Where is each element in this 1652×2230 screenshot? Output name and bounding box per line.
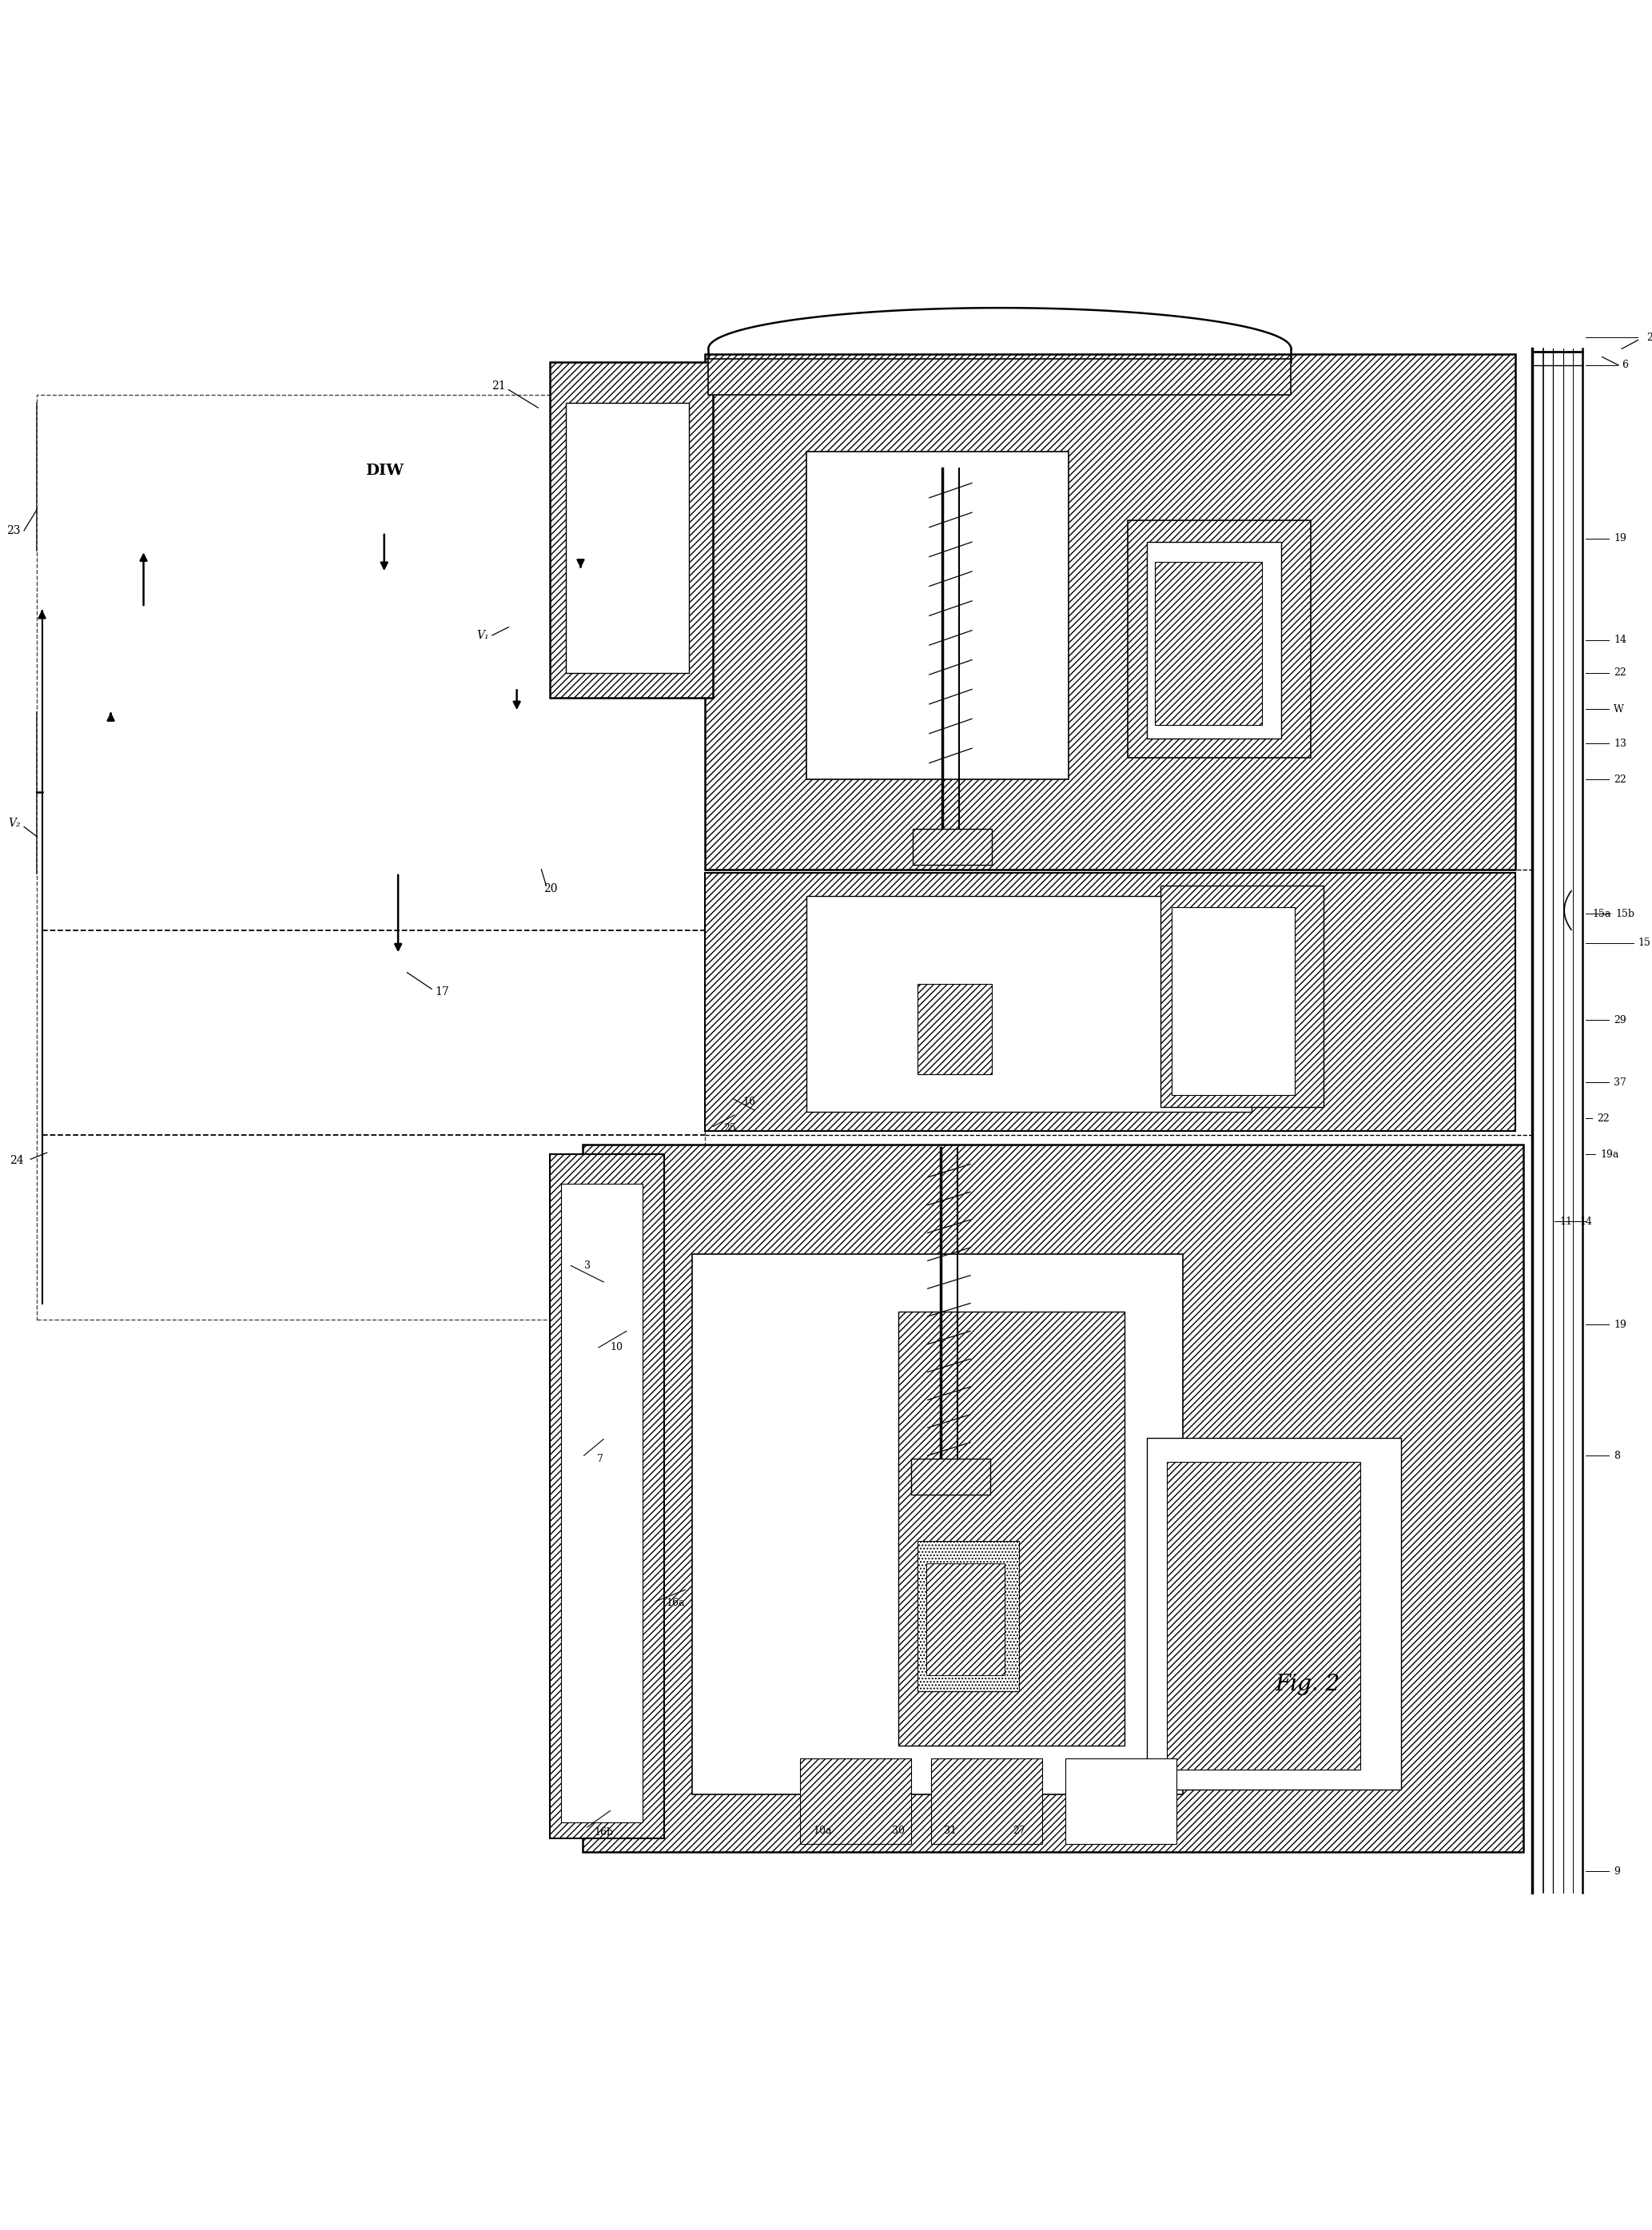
Bar bbox=[509, 410, 653, 533]
Text: 31: 31 bbox=[945, 1826, 957, 1835]
Bar bbox=[1127, 520, 1310, 758]
Text: 3: 3 bbox=[585, 1260, 590, 1271]
Bar bbox=[800, 1759, 912, 1844]
Bar bbox=[919, 983, 991, 1075]
Text: 10a: 10a bbox=[813, 1826, 833, 1835]
Text: 23: 23 bbox=[7, 524, 21, 535]
Text: W: W bbox=[1614, 705, 1624, 714]
Text: 6: 6 bbox=[1622, 359, 1629, 370]
Text: 16: 16 bbox=[743, 1097, 755, 1106]
Text: 15: 15 bbox=[1639, 939, 1650, 948]
Bar bbox=[36, 711, 185, 872]
Bar bbox=[550, 361, 714, 698]
Text: 15b: 15b bbox=[1616, 908, 1634, 919]
Bar bbox=[899, 1311, 1123, 1746]
Text: 20: 20 bbox=[544, 883, 558, 894]
Text: 24: 24 bbox=[10, 1155, 23, 1166]
Text: 13: 13 bbox=[1614, 738, 1627, 749]
Text: 2: 2 bbox=[1647, 332, 1652, 343]
Bar bbox=[287, 410, 481, 533]
Text: 15a: 15a bbox=[1593, 908, 1611, 919]
Bar bbox=[562, 1184, 643, 1822]
Text: 19: 19 bbox=[1614, 1320, 1626, 1329]
Bar bbox=[1066, 1759, 1176, 1844]
Text: 27: 27 bbox=[1013, 1826, 1026, 1835]
Text: 30: 30 bbox=[892, 1826, 905, 1835]
Text: 22: 22 bbox=[1597, 1113, 1609, 1124]
Text: 7: 7 bbox=[596, 1454, 603, 1465]
Bar bbox=[1146, 542, 1282, 738]
Bar bbox=[692, 1253, 1183, 1795]
Text: V₁: V₁ bbox=[476, 629, 489, 640]
Bar bbox=[919, 1541, 1019, 1690]
Text: 21: 21 bbox=[491, 381, 506, 392]
Text: 9: 9 bbox=[1614, 1867, 1621, 1878]
Text: 14: 14 bbox=[1579, 1215, 1593, 1227]
Bar bbox=[932, 1759, 1042, 1844]
Text: 8: 8 bbox=[1614, 1450, 1621, 1461]
Text: 14: 14 bbox=[1614, 636, 1627, 644]
Text: 17: 17 bbox=[434, 986, 449, 997]
Text: 25: 25 bbox=[724, 1124, 735, 1133]
Text: 22: 22 bbox=[1614, 774, 1626, 785]
Text: 29: 29 bbox=[1614, 1015, 1626, 1026]
Bar bbox=[567, 404, 689, 673]
Bar bbox=[582, 1144, 1523, 1851]
Text: 19a: 19a bbox=[1601, 1148, 1619, 1160]
Text: V₂: V₂ bbox=[8, 818, 21, 830]
Text: 22: 22 bbox=[1614, 667, 1626, 678]
Bar bbox=[806, 896, 1252, 1113]
Text: 37: 37 bbox=[1614, 1077, 1626, 1088]
Text: 16b: 16b bbox=[595, 1826, 613, 1838]
Text: Fig. 2: Fig. 2 bbox=[1275, 1675, 1340, 1695]
Polygon shape bbox=[709, 308, 1292, 348]
Bar bbox=[1155, 562, 1262, 725]
Bar bbox=[287, 694, 697, 890]
Text: 11: 11 bbox=[1559, 1215, 1573, 1227]
Bar bbox=[254, 711, 542, 872]
Text: 19: 19 bbox=[1614, 533, 1626, 544]
Bar bbox=[36, 404, 249, 551]
Bar bbox=[914, 830, 991, 865]
Bar bbox=[1171, 908, 1295, 1095]
Bar bbox=[927, 1563, 1004, 1675]
Bar bbox=[806, 453, 1069, 778]
Bar bbox=[36, 395, 705, 1320]
Text: DIW: DIW bbox=[365, 464, 403, 477]
Bar bbox=[1146, 1438, 1401, 1788]
Bar bbox=[912, 1458, 990, 1494]
Bar bbox=[705, 355, 1515, 870]
Bar bbox=[705, 872, 1515, 1131]
Bar bbox=[550, 1155, 664, 1840]
Bar bbox=[1323, 879, 1389, 928]
Bar bbox=[709, 359, 1292, 395]
Text: 16a: 16a bbox=[666, 1597, 686, 1608]
Bar bbox=[509, 569, 653, 678]
Text: 10: 10 bbox=[610, 1342, 623, 1354]
Bar bbox=[1166, 1463, 1360, 1771]
Bar bbox=[1160, 885, 1323, 1106]
Bar bbox=[1330, 885, 1383, 921]
